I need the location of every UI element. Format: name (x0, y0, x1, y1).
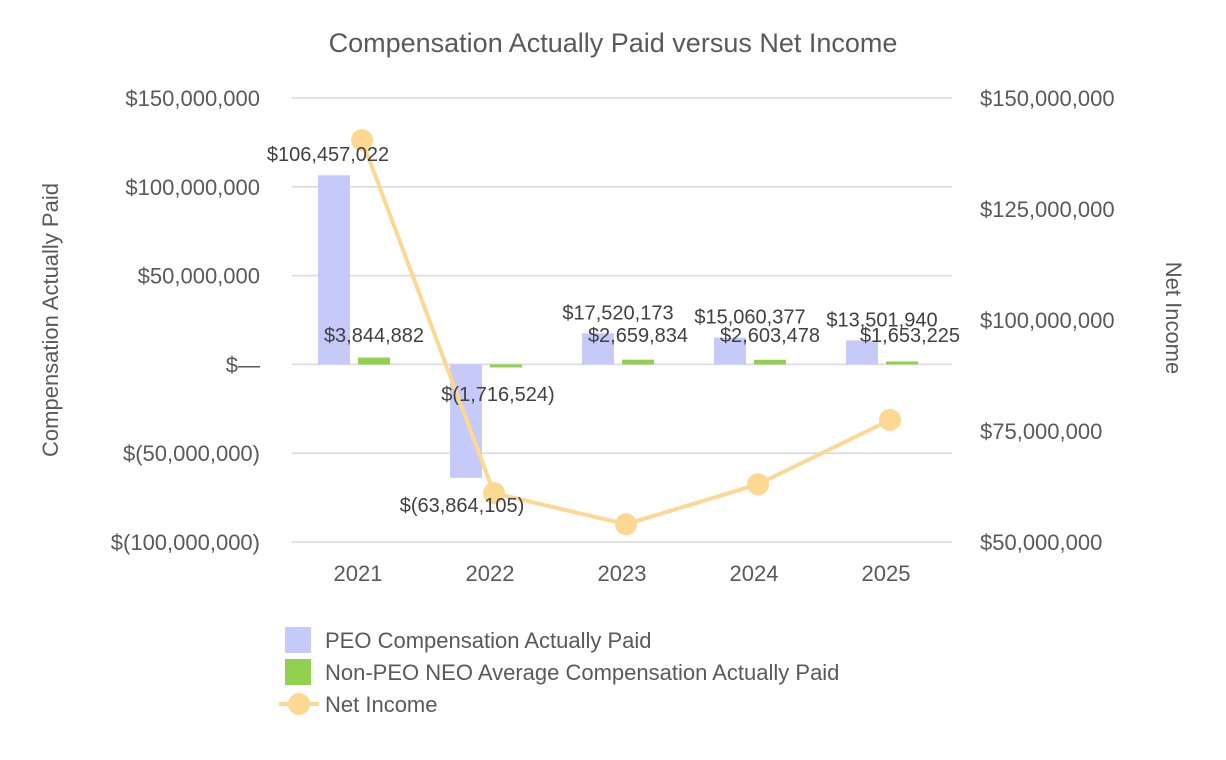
non-peo-data-label: $1,653,225 (860, 325, 960, 347)
legend-marker-net-income (288, 693, 310, 715)
peo-data-label: $(63,864,105) (400, 495, 525, 517)
net-income-point (879, 408, 901, 431)
legend-label-non-peo: Non-PEO NEO Average Compensation Actuall… (325, 660, 839, 685)
left-tick-label: $100,000,000 (125, 175, 260, 200)
peo-bar (582, 333, 614, 365)
legend-swatch-peo (285, 627, 311, 653)
left-axis-title: Compensation Actually Paid (38, 183, 63, 457)
legend-swatch-non-peo (285, 659, 311, 685)
x-tick-label: 2023 (598, 561, 647, 586)
legend: PEO Compensation Actually Paid Non-PEO NE… (279, 627, 839, 717)
x-tick-label: 2024 (730, 561, 779, 586)
x-axis-ticks: 2021 2022 2023 2024 2025 (334, 561, 911, 586)
non-peo-data-label: $2,603,478 (720, 325, 820, 347)
x-tick-label: 2025 (862, 561, 911, 586)
peo-data-label: $13,501,940 (826, 309, 937, 331)
peo-data-label: $106,457,022 (267, 144, 389, 166)
non-peo-bar (886, 361, 918, 365)
peo-bar (318, 175, 350, 365)
left-tick-label: $(50,000,000) (123, 441, 260, 466)
non-peo-data-label: $(1,716,524) (441, 384, 554, 406)
peo-data-label: $17,520,173 (562, 302, 673, 324)
x-tick-label: 2022 (466, 561, 515, 586)
right-tick-label: $100,000,000 (980, 308, 1115, 333)
right-axis-title: Net Income (1161, 262, 1186, 375)
net-income-point (351, 129, 373, 152)
gridlines (292, 97, 952, 543)
net-income-point (483, 482, 505, 505)
peo-bar (714, 337, 746, 365)
non-peo-bar (622, 359, 654, 365)
left-tick-label: $(100,000,000) (111, 530, 260, 555)
chart-title: Compensation Actually Paid versus Net In… (329, 28, 898, 58)
legend-label-peo: PEO Compensation Actually Paid (325, 628, 652, 653)
right-tick-label: $75,000,000 (980, 419, 1102, 444)
left-tick-label: $150,000,000 (125, 86, 260, 111)
non-peo-data-label: $3,844,882 (324, 325, 424, 347)
non-peo-bar (358, 357, 390, 365)
legend-label-net-income: Net Income (325, 692, 438, 717)
left-tick-label: $50,000,000 (138, 264, 260, 289)
right-tick-label: $50,000,000 (980, 530, 1102, 555)
peo-data-label: $15,060,377 (694, 307, 805, 329)
data-labels: $106,457,022 $(63,864,105) $17,520,173 $15,… (267, 144, 960, 517)
non-peo-data-label: $2,659,834 (588, 325, 688, 347)
left-tick-label: $— (226, 352, 260, 377)
right-tick-label: $150,000,000 (980, 86, 1115, 111)
bars (318, 175, 918, 478)
net-income-point (615, 513, 637, 536)
x-tick-label: 2021 (334, 561, 383, 586)
net-income-point (747, 473, 769, 496)
non-peo-bar (754, 359, 786, 365)
right-tick-label: $125,000,000 (980, 197, 1115, 222)
non-peo-bar (490, 364, 522, 368)
right-axis-ticks: $150,000,000 $125,000,000 $100,000,000 $75,… (980, 86, 1115, 555)
peo-bar (846, 340, 878, 365)
left-axis-ticks: $150,000,000 $100,000,000 $50,000,000 $— $(5… (111, 86, 260, 555)
net-income-line (351, 129, 901, 536)
